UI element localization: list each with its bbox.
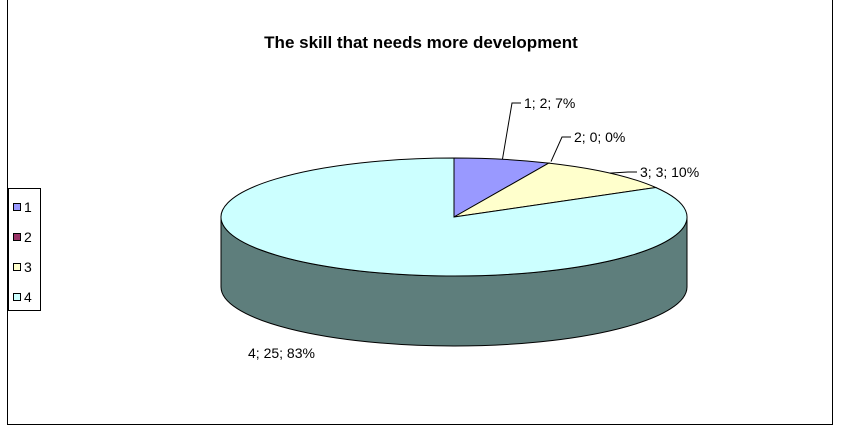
chart-title: The skill that needs more development <box>264 33 578 52</box>
legend-item-1: 1 <box>13 199 32 215</box>
data-label-1: 1; 2; 7% <box>524 95 575 111</box>
legend-label-3: 3 <box>24 259 32 275</box>
data-label-4: 4; 25; 83% <box>248 345 315 361</box>
leader-line-3 <box>609 171 637 174</box>
legend-swatch-4 <box>13 293 21 301</box>
legend-swatch-1 <box>13 203 21 211</box>
legend-item-4: 4 <box>13 289 32 305</box>
data-label-2: 2; 0; 0% <box>574 129 625 145</box>
leader-line-1 <box>501 102 521 160</box>
pie-slice-4 <box>220 157 688 277</box>
legend-item-3: 3 <box>13 259 32 275</box>
data-label-3: 3; 3; 10% <box>640 164 699 180</box>
legend: 1 2 3 4 <box>8 188 41 311</box>
legend-label-2: 2 <box>24 229 32 245</box>
legend-item-2: 2 <box>13 229 32 245</box>
chart-area: The skill that needs more development 1;… <box>7 0 833 425</box>
pie-plot: 1; 2; 7% 2; 0; 0% 3; 3; 10% 4; 25; 83% <box>220 95 699 361</box>
legend-label-4: 4 <box>24 289 32 305</box>
legend-swatch-2 <box>13 233 21 241</box>
legend-label-1: 1 <box>24 199 32 215</box>
leader-line-2 <box>550 136 571 162</box>
legend-swatch-3 <box>13 263 21 271</box>
